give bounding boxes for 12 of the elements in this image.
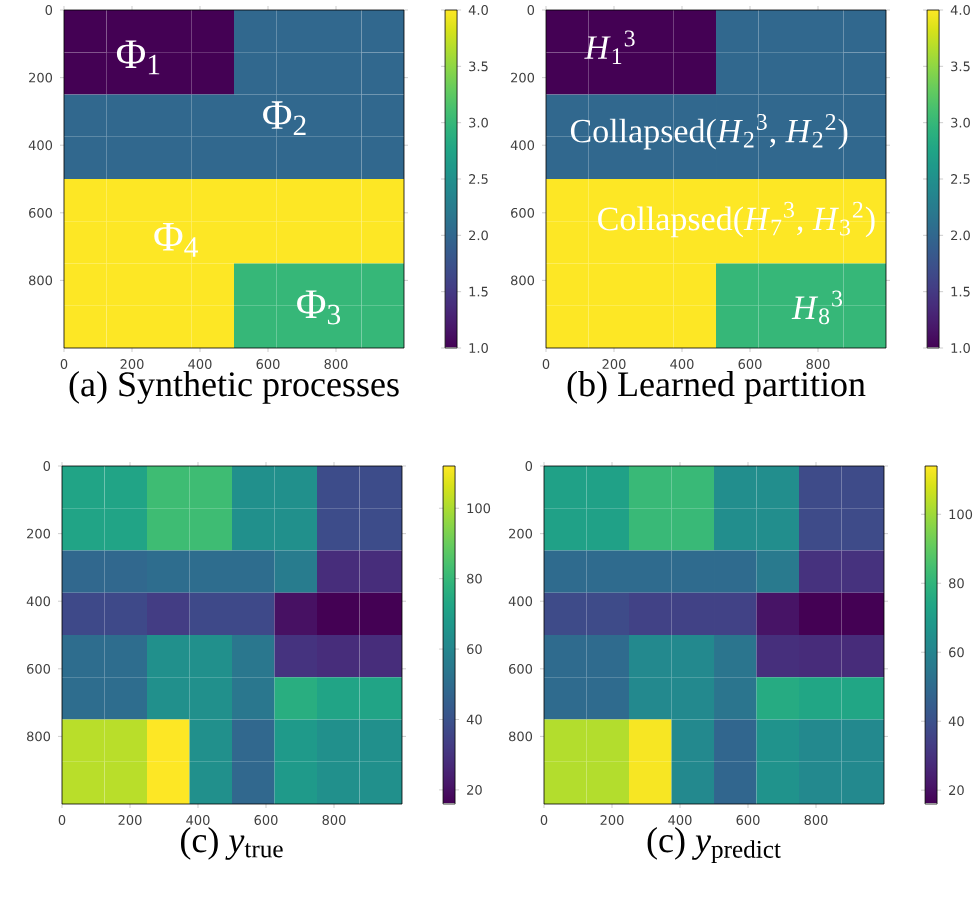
annotation: Φ$_{3}$ xyxy=(297,290,341,325)
annotation: Φ$_{4}$ xyxy=(154,222,198,257)
text: (a) Synthetic processes xyxy=(69,371,399,404)
annotation: H$_{8}$3 xyxy=(791,290,843,325)
text: Collapsed(H$_{7}$$^{3}$, H$_{3}$$^{2}$) xyxy=(598,201,875,238)
text: (b) Learned partition xyxy=(567,371,866,404)
text: Collapsed(H$_{2}$$^{3}$, H$_{2}$$^{2}$) xyxy=(570,113,848,150)
text: (c) y$_{predict}$ xyxy=(647,827,781,863)
annotation: H$_{1}$3 xyxy=(584,30,635,64)
annotation: Φ$_{2}$ xyxy=(263,101,306,136)
annotation: Φ$_{1}$ xyxy=(116,40,160,75)
text: (c) y$_{true}$ xyxy=(181,827,283,860)
